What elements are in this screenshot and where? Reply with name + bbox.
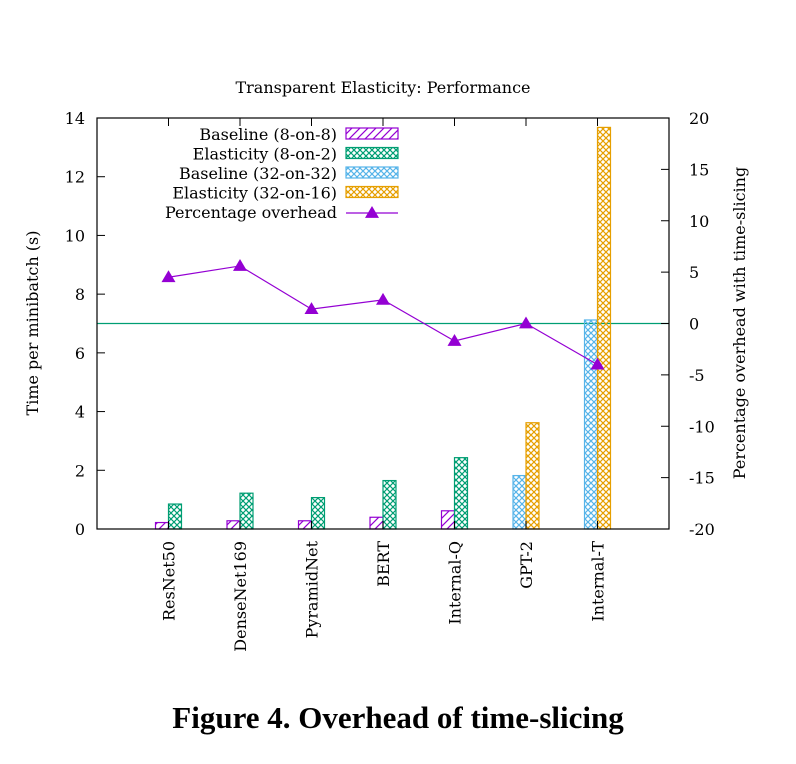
overhead-point-densenet169 [233,258,247,271]
legend-label: Elasticity (8-on-2) [193,145,337,164]
y2-axis-label: Percentage overhead with time-slicing [730,167,749,479]
x-tick-label-pyramidnet: PyramidNet [303,540,322,638]
overhead-point-gpt-2 [519,316,533,329]
overhead-line [168,265,598,366]
legend-swatch [345,166,399,179]
bar-internal-t-series-3 [583,319,599,530]
x-tick-label-internal-t: Internal-T [589,541,608,622]
bar-pyramidnet-series-2 [310,496,326,530]
legend: Baseline (8-on-8)Elasticity (8-on-2)Base… [165,125,399,222]
y-tick-label: 4 [75,403,85,422]
y-tick-label: 12 [65,168,85,187]
legend-swatch [345,127,399,140]
y-tick-label: 6 [75,344,85,363]
bar-densenet169-series-1 [226,520,241,530]
bar-resnet50-series-1 [154,521,170,530]
legend-label: Baseline (32-on-32) [179,164,337,183]
bar-densenet169-series-2 [239,492,254,530]
y-axis-label: Time per minibatch (s) [23,231,42,416]
y-tick-label: 2 [75,461,85,480]
y-tick-label: 14 [65,109,85,128]
x-tick-label-resnet50: ResNet50 [160,541,179,621]
y-tick-label: 0 [75,520,85,539]
bar-pyramidnet-series-1 [297,520,313,530]
bar-gpt-2-series-4 [525,422,540,530]
legend-triangle-marker [365,206,379,218]
y-tick-label: 10 [65,226,85,245]
y2-tick-label: 15 [689,160,709,179]
left-axis: 0 2 4 6 8 10 12 14 [65,109,105,539]
legend-label: Percentage overhead [165,203,337,222]
bar-internal-q-series-1 [440,510,456,530]
y2-tick-label: 20 [689,109,709,128]
category-axis: ResNet50 DenseNet169 PyramidNet BERT Interna… [160,118,608,652]
y2-tick-label: 0 [689,315,699,334]
x-tick-label-bert: BERT [374,541,393,587]
bar-internal-t-series-4 [596,126,612,530]
overhead-point-resnet50 [161,270,176,283]
bar-internal-q-series-2 [453,457,469,530]
bar-bert-series-1 [369,516,384,530]
chart: Transparent Elasticity: Performance 0 2 4 6… [23,78,749,652]
y2-tick-label: 10 [689,212,709,231]
overhead-line-group [161,258,605,370]
bar-resnet50-series-2 [167,503,183,530]
right-axis: -20 -15 -10 -5 0 5 10 15 20 [661,109,715,539]
legend-swatch [345,185,399,199]
x-tick-label-densenet169: DenseNet169 [231,541,250,652]
bar-bert-series-2 [382,479,397,530]
overhead-point-internal-t [590,357,605,370]
x-tick-label-internal-q: Internal-Q [446,541,465,625]
bar-gpt-2-series-3 [512,474,527,530]
figure-caption: Figure 4. Overhead of time-slicing [172,700,624,735]
y-tick-label: 8 [75,285,85,304]
overhead-point-internal-q [447,333,462,346]
y2-tick-label: -5 [689,366,705,385]
overhead-point-bert [376,292,390,305]
y2-tick-label: -20 [689,520,715,539]
y2-tick-label: -15 [689,469,715,488]
x-tick-label-gpt-2: GPT-2 [517,541,536,589]
y2-tick-label: 5 [689,263,699,282]
legend-label: Elasticity (32-on-16) [172,184,337,203]
bars-group [154,126,612,530]
chart-title: Transparent Elasticity: Performance [235,78,530,97]
y2-tick-label: -10 [689,417,715,436]
overhead-point-pyramidnet [304,302,319,315]
legend-label: Baseline (8-on-8) [199,125,337,144]
legend-swatch [345,146,399,160]
